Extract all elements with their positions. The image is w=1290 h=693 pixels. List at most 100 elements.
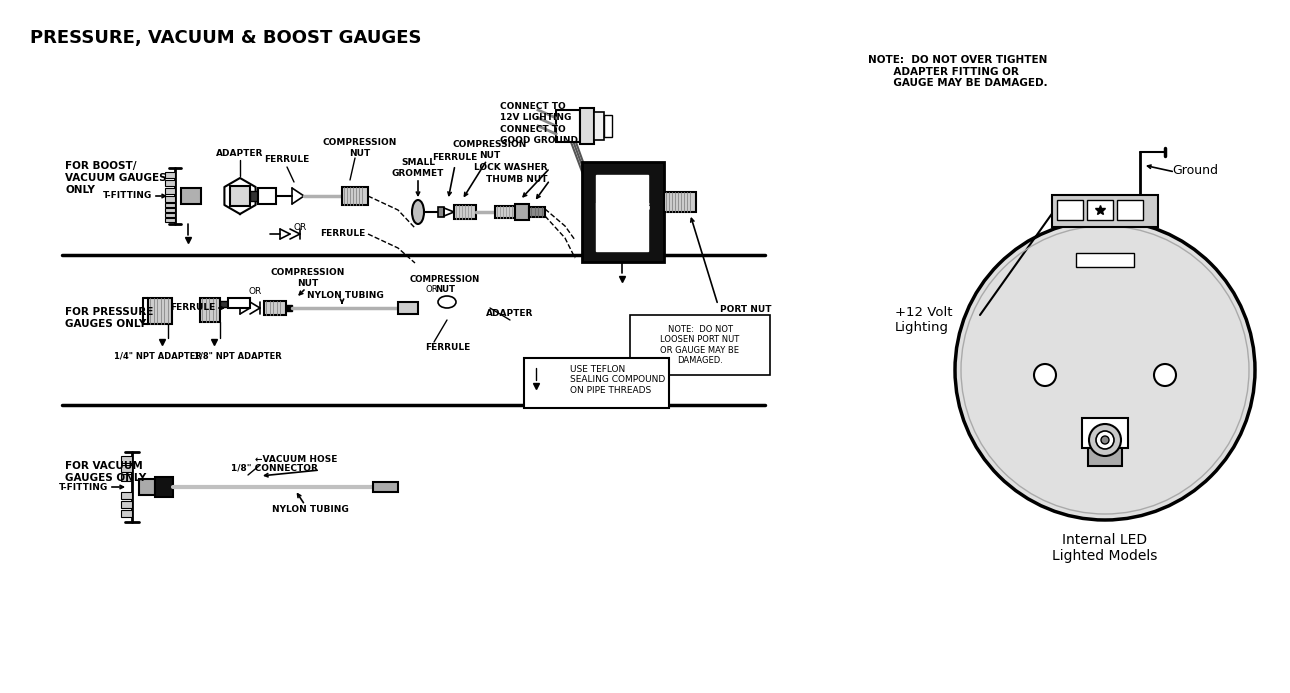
Text: +12V: +12V: [1059, 207, 1081, 213]
Bar: [221, 301, 228, 307]
Text: FOR BOOST/
VACUUM GAUGES
ONLY: FOR BOOST/ VACUUM GAUGES ONLY: [64, 161, 166, 195]
Text: NYLON TUBING: NYLON TUBING: [272, 505, 348, 514]
Bar: [399, 302, 418, 314]
Text: T-FITTING: T-FITTING: [103, 191, 152, 200]
Text: +12 Volt
Lighting: +12 Volt Lighting: [895, 306, 952, 334]
Bar: [121, 501, 132, 508]
Bar: [1053, 195, 1158, 227]
Text: LOCK WASHER: LOCK WASHER: [475, 164, 548, 173]
Bar: [580, 108, 593, 144]
Bar: [165, 203, 175, 207]
Bar: [439, 207, 444, 217]
Circle shape: [1096, 431, 1115, 449]
Bar: [1057, 200, 1084, 220]
Bar: [495, 206, 515, 218]
Circle shape: [1155, 364, 1176, 386]
Text: Ground: Ground: [1173, 164, 1218, 177]
Text: Internal LED
Lighted Models: Internal LED Lighted Models: [1053, 533, 1157, 563]
Text: USE TEFLON
SEALING COMPOUND
ON PIPE THREADS: USE TEFLON SEALING COMPOUND ON PIPE THRE…: [570, 365, 666, 395]
Bar: [593, 112, 604, 140]
Bar: [286, 305, 292, 311]
Text: OR: OR: [293, 224, 307, 232]
Text: NUT: NUT: [435, 286, 455, 295]
Bar: [1087, 448, 1122, 466]
Circle shape: [1035, 364, 1057, 386]
Text: 1/8" CONNECTOR: 1/8" CONNECTOR: [231, 464, 319, 473]
Text: FERRULE: FERRULE: [432, 154, 477, 162]
Bar: [1087, 200, 1113, 220]
Text: THUMB NUT: THUMB NUT: [486, 175, 548, 184]
Text: ←VACUUM HOSE: ←VACUUM HOSE: [255, 455, 338, 464]
Text: COMPRESSION: COMPRESSION: [410, 276, 480, 285]
Bar: [165, 188, 175, 194]
Text: FOR VACUUM
GAUGES ONLY: FOR VACUUM GAUGES ONLY: [64, 462, 146, 483]
Text: PRESSURE, VACUUM & BOOST GAUGES: PRESSURE, VACUUM & BOOST GAUGES: [30, 29, 422, 47]
Text: OR: OR: [426, 286, 439, 295]
Text: MOUNTING
BRACKET: MOUNTING BRACKET: [593, 203, 650, 222]
Text: CONNECT TO
GOOD GROUND: CONNECT TO GOOD GROUND: [501, 125, 578, 145]
Circle shape: [955, 220, 1255, 520]
Bar: [630, 315, 770, 375]
Text: CONNECT TO
12V LIGHTING: CONNECT TO 12V LIGHTING: [501, 103, 571, 122]
Bar: [121, 474, 132, 481]
Text: FERRULE: FERRULE: [170, 304, 215, 313]
Bar: [121, 492, 132, 499]
Bar: [155, 477, 173, 497]
Bar: [258, 188, 276, 204]
Bar: [121, 465, 132, 472]
Bar: [373, 482, 399, 492]
Circle shape: [1100, 436, 1109, 444]
Text: COMPRESSION
NUT: COMPRESSION NUT: [453, 140, 528, 159]
Text: PORT NUT: PORT NUT: [720, 306, 771, 315]
Bar: [139, 479, 155, 495]
Bar: [529, 207, 544, 217]
Bar: [596, 175, 648, 251]
Text: 1/4" NPT ADAPTER: 1/4" NPT ADAPTER: [114, 351, 203, 360]
Bar: [165, 213, 175, 217]
Bar: [664, 192, 697, 212]
Text: GND: GND: [1121, 207, 1139, 213]
Bar: [200, 298, 221, 322]
Text: OR: OR: [249, 288, 262, 297]
Text: COMPRESSION
NUT: COMPRESSION NUT: [271, 268, 346, 288]
Text: PART#-K: PART#-K: [1090, 257, 1120, 263]
Text: ADAPTER: ADAPTER: [217, 148, 263, 157]
Bar: [181, 188, 201, 204]
Bar: [556, 110, 580, 142]
Text: COMPRESSION
NUT: COMPRESSION NUT: [322, 139, 397, 158]
Text: NOTE:  DO NOT
LOOSEN PORT NUT
OR GAUGE MAY BE
DAMAGED.: NOTE: DO NOT LOOSEN PORT NUT OR GAUGE MA…: [660, 325, 739, 365]
Bar: [228, 298, 250, 308]
Bar: [165, 196, 175, 202]
Bar: [148, 298, 172, 324]
Text: SMALL
GROMMET: SMALL GROMMET: [392, 158, 444, 177]
Bar: [121, 510, 132, 517]
Bar: [230, 186, 250, 206]
Ellipse shape: [412, 200, 424, 224]
Circle shape: [1089, 424, 1121, 456]
Text: FOR PRESSURE
GAUGES ONLY: FOR PRESSURE GAUGES ONLY: [64, 307, 154, 328]
Bar: [250, 191, 258, 201]
Bar: [342, 187, 368, 205]
Ellipse shape: [439, 296, 455, 308]
Bar: [604, 115, 611, 137]
Text: 1/8" NPT ADAPTER: 1/8" NPT ADAPTER: [194, 351, 283, 360]
Bar: [1076, 253, 1134, 267]
Bar: [165, 208, 175, 212]
Bar: [165, 180, 175, 186]
Bar: [165, 172, 175, 178]
Bar: [582, 162, 664, 262]
Bar: [264, 301, 286, 315]
Bar: [121, 456, 132, 463]
Text: NOTE:  DO NOT OVER TIGHTEN
       ADAPTER FITTING OR
       GAUGE MAY BE DAMAGED: NOTE: DO NOT OVER TIGHTEN ADAPTER FITTIN…: [868, 55, 1047, 88]
Text: ADAPTER: ADAPTER: [486, 310, 534, 319]
Text: FERRULE: FERRULE: [320, 229, 365, 238]
Bar: [165, 218, 175, 222]
Text: FERRULE: FERRULE: [424, 344, 471, 353]
Text: FERRULE: FERRULE: [264, 155, 310, 164]
Text: NYLON TUBING: NYLON TUBING: [307, 290, 383, 299]
Bar: [1082, 418, 1127, 448]
Bar: [524, 358, 670, 408]
Bar: [1117, 200, 1143, 220]
Bar: [515, 204, 529, 220]
Bar: [454, 205, 476, 219]
